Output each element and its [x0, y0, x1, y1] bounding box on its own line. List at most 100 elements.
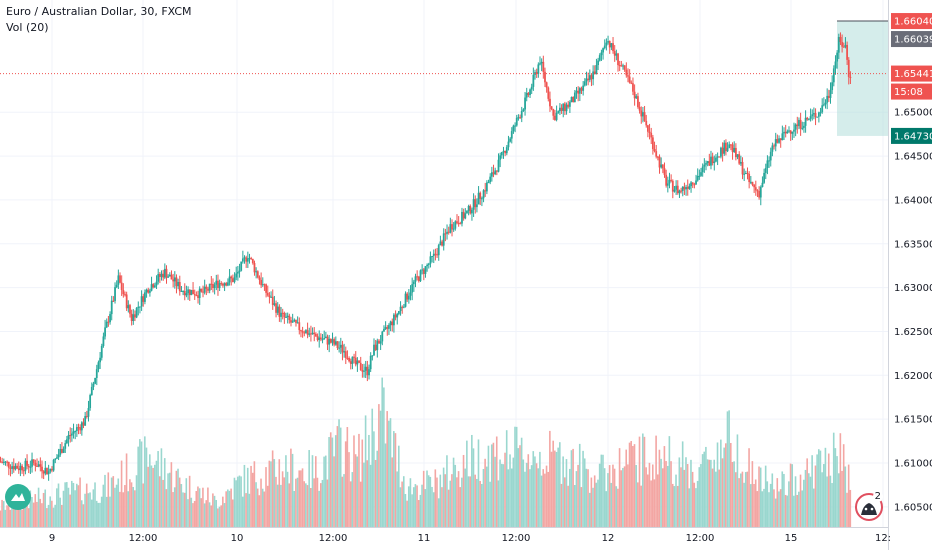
volume-bar [796, 494, 798, 527]
volume-bar [90, 499, 93, 527]
volume-bar [283, 477, 286, 527]
volume-bar [668, 436, 671, 527]
candle [157, 274, 160, 282]
candle [756, 190, 759, 192]
volume-bar [137, 446, 139, 527]
candle [295, 319, 297, 323]
volume-indicator-label[interactable]: Vol (20) [6, 21, 49, 34]
volume-bar [195, 491, 198, 527]
candle [592, 71, 595, 80]
symbol-title[interactable]: Euro / Australian Dollar, 30, FXCM [6, 5, 192, 18]
volume-bar [510, 468, 513, 527]
volume-bar [718, 469, 720, 527]
candle [535, 72, 538, 74]
volume-bar [16, 495, 18, 527]
volume-bar [751, 461, 754, 527]
idea-badge-icon[interactable]: 2 [855, 491, 883, 521]
candle [396, 313, 399, 318]
volume-bar [439, 474, 442, 527]
candle [711, 156, 714, 164]
volume-bar [421, 484, 423, 527]
candle [110, 300, 113, 315]
candle [29, 466, 32, 468]
candle [437, 245, 440, 256]
volume-bar [749, 484, 752, 527]
candle [175, 277, 178, 287]
volume-bar [711, 468, 714, 527]
volume-bar [351, 472, 354, 527]
volume-bar [356, 456, 359, 527]
volume-bar [481, 483, 483, 527]
candle [59, 449, 62, 455]
candle [510, 131, 513, 139]
candle [296, 322, 299, 324]
volume-bar [152, 467, 154, 527]
candle [749, 181, 752, 183]
volume-bar [798, 491, 800, 527]
volume-bar [545, 465, 548, 527]
volume-bar [139, 439, 141, 527]
volume-bar [52, 507, 55, 527]
candle [582, 85, 585, 91]
volume-bar [826, 476, 828, 527]
candle [404, 293, 407, 307]
volume-bar [92, 489, 95, 527]
volume-bar [110, 477, 113, 527]
low-price-tag-text: 1.64730 [894, 131, 932, 142]
volume-bar [46, 508, 48, 527]
volume-bar [720, 439, 722, 527]
candle [633, 91, 636, 99]
volume-bar [661, 468, 664, 527]
volume-bar [671, 483, 674, 527]
candle [570, 97, 573, 103]
tradingview-logo-icon[interactable] [5, 484, 31, 510]
volume-bar [202, 487, 204, 527]
candle [504, 150, 507, 154]
volume-bar [160, 448, 163, 527]
volume-bar [270, 461, 272, 527]
volume-bar [82, 504, 85, 527]
candle [759, 186, 762, 198]
candle [783, 131, 785, 134]
volume-bar [635, 465, 637, 527]
candle [401, 306, 404, 308]
volume-bar [651, 464, 654, 527]
candle [517, 117, 520, 119]
candle [241, 258, 244, 262]
candle [54, 458, 57, 460]
volume-bar [114, 487, 116, 527]
candle [379, 341, 382, 344]
volume-bar [329, 432, 332, 527]
candle [87, 408, 90, 417]
candle [487, 182, 490, 184]
volume-bar [663, 446, 666, 527]
volume-bar [507, 469, 510, 527]
candle [577, 90, 580, 94]
volume-bar [258, 495, 261, 527]
bar-countdown-tag-text: 15:08 [894, 87, 923, 98]
candle [384, 327, 387, 329]
volume-bar [366, 460, 369, 527]
candle [585, 78, 588, 82]
candle [339, 344, 342, 348]
candle [741, 161, 744, 175]
volume-bar [489, 481, 491, 527]
candle [449, 224, 452, 233]
candle [774, 139, 777, 147]
candle [324, 336, 327, 339]
candle [495, 170, 498, 172]
volume-bar [162, 479, 164, 527]
candle [706, 161, 709, 164]
volume-bar [804, 469, 807, 527]
candle [590, 75, 593, 80]
candle [655, 151, 658, 157]
candle [441, 241, 443, 246]
candle [56, 457, 58, 459]
price-tick-label: 1.62500 [894, 327, 932, 338]
time-tick-label: 9 [49, 533, 55, 544]
candle [27, 465, 30, 468]
volume-bar [817, 449, 820, 527]
volume-bar [763, 488, 765, 527]
